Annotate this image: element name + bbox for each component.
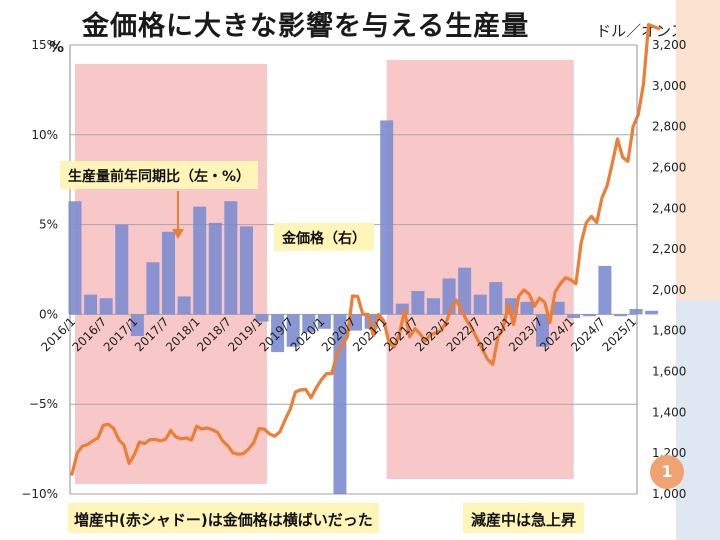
- right-tick-label: 1,400: [652, 405, 686, 419]
- production-bar: [582, 314, 596, 317]
- right-tick-label: 1,000: [652, 487, 686, 501]
- production-bar: [411, 291, 425, 315]
- arrow-head: [172, 229, 184, 239]
- production-bar: [613, 314, 627, 317]
- right-tick-label: 2,000: [652, 283, 686, 297]
- gold-price-line: [70, 23, 661, 476]
- gold-price-series: [70, 23, 661, 476]
- left-tick-label: 15%: [31, 38, 58, 52]
- production-bar: [629, 309, 643, 315]
- production-bar: [271, 314, 285, 353]
- production-bar: [567, 314, 581, 318]
- callout-arrow: [172, 191, 184, 239]
- production-bar: [84, 294, 98, 315]
- production-bar: [489, 282, 503, 315]
- production-bar: [380, 120, 394, 315]
- production-bars: [68, 120, 659, 494]
- production-bar: [177, 296, 191, 315]
- production-bar: [473, 294, 487, 315]
- production-bar: [130, 314, 144, 336]
- production-bar: [239, 226, 253, 315]
- gold-price-callout: 金価格（右）: [274, 223, 374, 251]
- left-tick-label: −5%: [29, 397, 58, 411]
- shade-range-2: [386, 60, 574, 479]
- production-bar: [349, 314, 363, 331]
- left-tick-label: 5%: [39, 218, 58, 232]
- production-bar: [645, 310, 659, 315]
- production-callout: 生産量前年同期比（左・%）: [60, 161, 259, 189]
- production-bar: [162, 231, 176, 315]
- production-bar: [442, 278, 456, 315]
- right-tick-label: 3,000: [652, 79, 686, 93]
- right-tick-label: 3,200: [652, 38, 686, 52]
- production-bar: [208, 222, 222, 315]
- right-tick-label: 2,800: [652, 120, 686, 134]
- production-bar: [551, 301, 565, 315]
- production-bar: [317, 314, 331, 329]
- decor-bar-blue: [676, 300, 720, 540]
- production-bar: [458, 267, 472, 315]
- production-bar: [395, 303, 409, 315]
- left-tick-label: 0%: [39, 307, 58, 321]
- production-bar: [68, 201, 82, 315]
- x-tick-label: 2025/1: [599, 315, 639, 355]
- production-bar: [520, 301, 534, 315]
- left-tick-label: −10%: [21, 487, 58, 501]
- note-increase-flat: 増産中(赤シャドー)は金価格は横ばいだった: [68, 503, 379, 533]
- page-number-badge: 1: [650, 455, 684, 489]
- page-title: 金価格に大きな影響を与える生産量: [82, 11, 530, 42]
- production-bar: [224, 201, 238, 315]
- right-axis-unit: ドル／オンス: [596, 22, 686, 40]
- production-bar: [115, 224, 129, 315]
- note-decrease-surge: 減産中は急上昇: [463, 503, 585, 533]
- production-bar: [598, 265, 612, 315]
- production-bar: [286, 314, 300, 347]
- right-tick-label: 2,200: [652, 242, 686, 256]
- left-tick-label: 10%: [31, 128, 58, 142]
- right-tick-label: 1,800: [652, 324, 686, 338]
- right-tick-label: 2,600: [652, 160, 686, 174]
- right-tick-label: 1,600: [652, 365, 686, 379]
- left-axis-unit: %: [49, 38, 65, 56]
- right-tick-label: 2,400: [652, 201, 686, 215]
- production-bar: [302, 314, 316, 333]
- production-bar: [255, 314, 269, 322]
- production-bar: [193, 206, 207, 315]
- production-bar: [99, 298, 113, 315]
- production-bar: [536, 314, 550, 347]
- production-bar: [426, 298, 440, 315]
- production-bar: [146, 262, 160, 315]
- decor-bar-peach: [676, 0, 720, 300]
